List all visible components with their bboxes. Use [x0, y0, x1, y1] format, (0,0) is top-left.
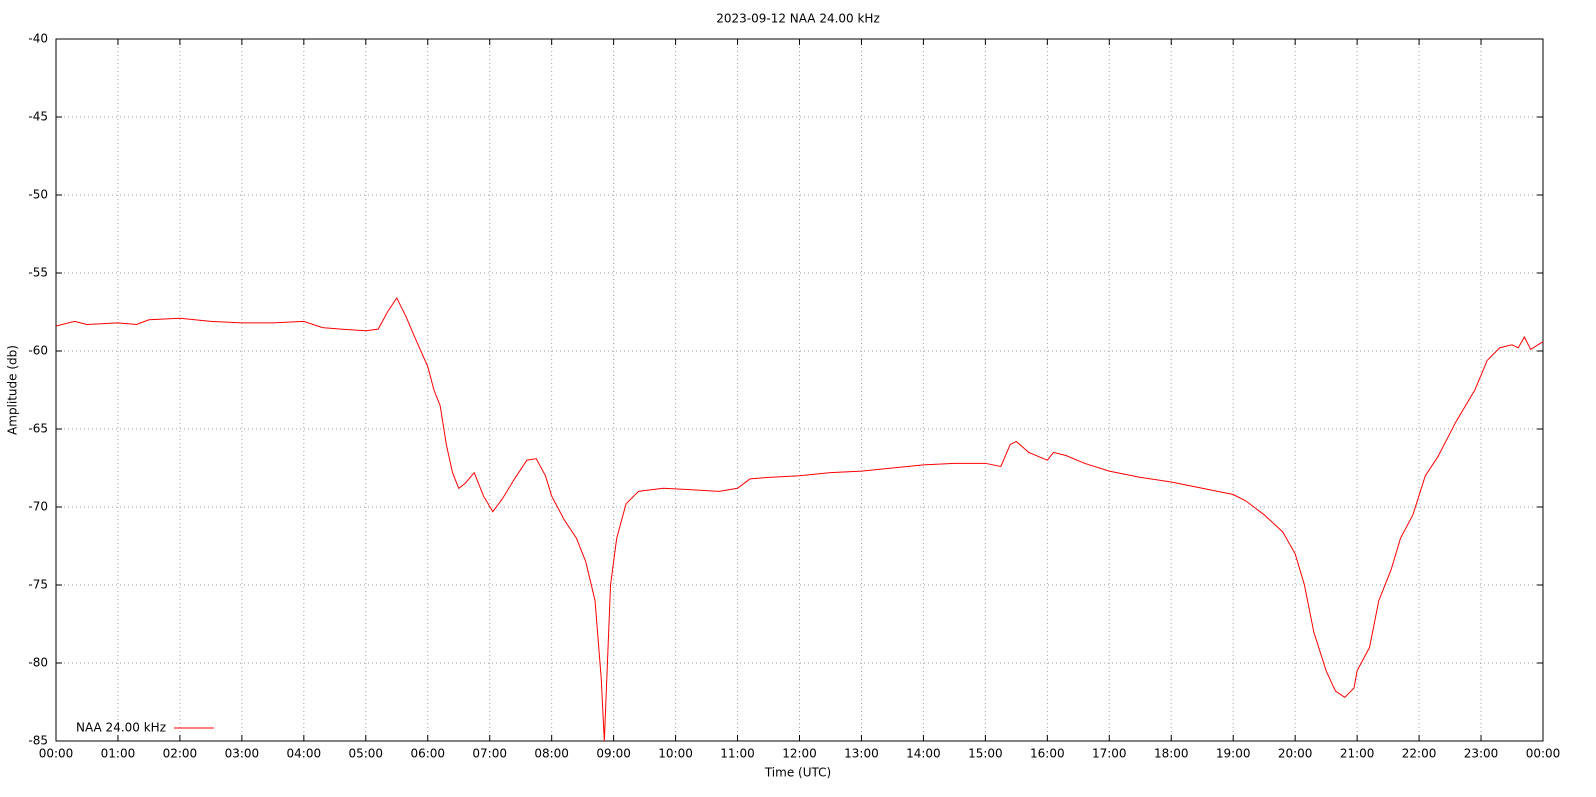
x-tick-label: 11:00 — [720, 747, 755, 761]
x-tick-label: 06:00 — [410, 747, 445, 761]
x-tick-label: 03:00 — [225, 747, 260, 761]
x-tick-label: 09:00 — [596, 747, 631, 761]
x-tick-label: 15:00 — [968, 747, 1003, 761]
x-tick-label: 04:00 — [287, 747, 322, 761]
y-tick-label: -50 — [28, 188, 48, 202]
x-tick-label: 18:00 — [1154, 747, 1189, 761]
legend-label: NAA 24.00 kHz — [76, 721, 166, 735]
x-tick-label: 10:00 — [658, 747, 693, 761]
x-tick-label: 20:00 — [1278, 747, 1313, 761]
y-tick-label: -65 — [28, 422, 48, 436]
x-tick-label: 08:00 — [534, 747, 569, 761]
y-tick-label: -55 — [28, 266, 48, 280]
y-axis-label: Amplitude (db) — [6, 345, 20, 435]
x-axis-label: Time (UTC) — [764, 766, 831, 780]
y-tick-label: -75 — [28, 578, 48, 592]
x-tick-label: 13:00 — [844, 747, 879, 761]
x-tick-label: 23:00 — [1464, 747, 1499, 761]
x-tick-label: 05:00 — [348, 747, 383, 761]
x-tick-label: 22:00 — [1402, 747, 1437, 761]
x-tick-label: 21:00 — [1340, 747, 1375, 761]
x-tick-label: 16:00 — [1030, 747, 1065, 761]
x-tick-label: 12:00 — [782, 747, 817, 761]
x-tick-label: 07:00 — [472, 747, 507, 761]
x-tick-label: 17:00 — [1092, 747, 1127, 761]
y-tick-label: -85 — [28, 734, 48, 748]
x-tick-label: 19:00 — [1216, 747, 1251, 761]
y-tick-label: -40 — [28, 32, 48, 46]
x-tick-label: 01:00 — [101, 747, 136, 761]
y-tick-label: -70 — [28, 500, 48, 514]
chart-title: 2023-09-12 NAA 24.00 kHz — [716, 12, 880, 26]
x-tick-label: 14:00 — [906, 747, 941, 761]
y-tick-label: -80 — [28, 656, 48, 670]
x-tick-label: 00:00 — [1526, 747, 1561, 761]
x-tick-label: 00:00 — [39, 747, 74, 761]
plot-frame — [55, 38, 1544, 742]
y-tick-label: -45 — [28, 110, 48, 124]
y-tick-label: -60 — [28, 344, 48, 358]
data-line — [55, 296, 1544, 742]
x-tick-label: 02:00 — [163, 747, 198, 761]
